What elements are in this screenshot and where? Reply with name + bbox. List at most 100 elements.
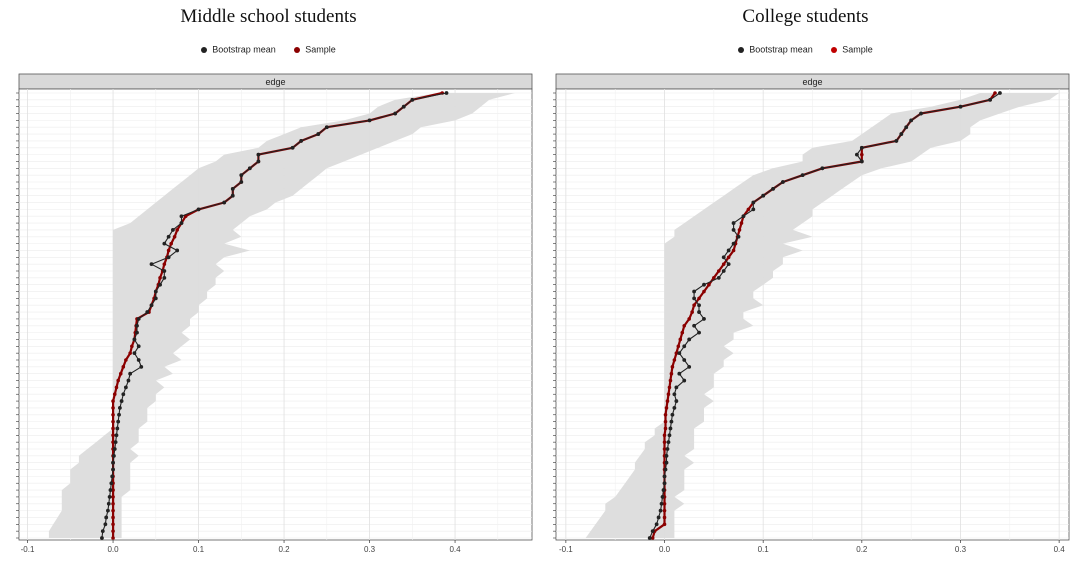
x-tick-label: 0.0 — [107, 545, 119, 554]
sample-series-point — [111, 529, 115, 533]
bootstrap-series-point — [136, 358, 141, 362]
legend-item-sample: Sample — [294, 44, 336, 55]
bootstrap-series-point — [664, 460, 669, 465]
sample-series-point — [662, 447, 667, 451]
bootstrap-series-point — [316, 132, 321, 136]
bootstrap-series-point — [367, 118, 372, 123]
legend-sample-marker — [831, 46, 838, 53]
legend-sample-label: Sample — [842, 44, 873, 55]
bootstrap-series-point — [230, 193, 235, 198]
bootstrap-series-point — [126, 378, 131, 383]
legend-bootstrap-label: Bootstrap mean — [749, 44, 813, 55]
bootstrap-series-point — [106, 501, 111, 506]
facet-strip-label: edge — [265, 77, 285, 87]
legend-item-sample: Sample — [831, 44, 873, 55]
sample-series-point — [721, 262, 726, 266]
bootstrap-series-point — [677, 371, 682, 376]
sample-series-point — [667, 385, 672, 390]
sample-series-point — [130, 344, 134, 349]
sample-series-point — [664, 406, 669, 410]
sample-series-point — [662, 501, 667, 506]
sample-series-point — [739, 221, 744, 225]
bootstrap-series-point — [290, 145, 295, 150]
sample-series-point — [111, 399, 115, 403]
sample-series-point — [175, 228, 179, 232]
sample-series-point — [746, 207, 751, 212]
x-tick-label: 0.1 — [758, 545, 770, 554]
sample-series-point — [663, 419, 668, 424]
bootstrap-series-point — [662, 474, 667, 479]
bootstrap-series-point — [135, 323, 139, 328]
bootstrap-series-point — [121, 392, 126, 397]
bootstrap-series-point — [162, 269, 167, 273]
bootstrap-series-point — [656, 515, 661, 520]
bootstrap-series-point — [109, 481, 114, 486]
bootstrap-series-point — [145, 310, 150, 314]
sample-series-point — [670, 365, 675, 369]
bootstrap-series-point — [410, 97, 415, 102]
bootstrap-ci-band — [48, 93, 515, 538]
bootstrap-series-point — [909, 118, 914, 123]
bootstrap-series-point — [672, 406, 677, 410]
bootstrap-series-point — [117, 406, 122, 410]
bootstrap-series-point — [256, 159, 261, 164]
x-tick-label: -0.1 — [559, 545, 573, 554]
bootstrap-series-point — [721, 269, 726, 273]
bootstrap-series-point — [682, 358, 687, 362]
chart-title: College students — [742, 6, 869, 27]
bootstrap-series-point — [687, 337, 692, 342]
bootstrap-series-point — [444, 91, 449, 95]
y-axis-ticks — [16, 92, 19, 539]
bootstrap-series-point — [751, 207, 756, 212]
sample-series-point — [692, 303, 696, 308]
x-axis: -0.1 0.0 0.1 0.2 0.3 0.4 — [559, 540, 1065, 554]
bootstrap-series-point — [820, 166, 825, 171]
bootstrap-series-point — [179, 214, 184, 219]
bootstrap-series-point — [123, 385, 128, 390]
sample-series-point — [118, 371, 123, 376]
x-tick-label: 0.1 — [193, 545, 205, 554]
legend: Bootstrap mean Sample — [537, 44, 1074, 55]
legend-item-bootstrap: Bootstrap mean — [201, 44, 276, 55]
sample-series-point — [662, 508, 667, 513]
bootstrap-series-point — [112, 447, 117, 451]
x-tick-label: 0.3 — [955, 545, 967, 554]
bootstrap-series-point — [230, 186, 235, 191]
sample-series-point — [162, 262, 167, 266]
chart-panel-college: College students Bootstrap mean Sample e… — [537, 0, 1074, 571]
bootstrap-series-point — [107, 495, 112, 499]
bootstrap-series-point — [697, 310, 701, 314]
sample-series-point — [158, 276, 162, 280]
sample-series-point — [111, 426, 115, 431]
bootstrap-series-point — [135, 330, 139, 335]
bootstrap-series-point — [299, 139, 304, 143]
bootstrap-series-point — [153, 289, 158, 294]
sample-series-point — [690, 310, 694, 314]
bootstrap-series-point — [919, 111, 923, 116]
sample-series-point — [111, 515, 115, 520]
bootstrap-series-point — [761, 193, 766, 198]
bootstrap-series-point — [132, 337, 137, 342]
sample-series-point — [665, 399, 670, 403]
bootstrap-series-point — [894, 139, 899, 143]
bootstrap-series-point — [854, 152, 859, 157]
sample-series-point — [731, 248, 736, 253]
bootstrap-series-point — [110, 474, 115, 479]
bootstrap-series-point — [692, 323, 697, 328]
bootstrap-series-point — [682, 344, 687, 349]
bootstrap-series-point — [113, 440, 118, 445]
chart-panel-middle-school: Middle school students Bootstrap mean Sa… — [16, 6, 533, 554]
legend-bootstrap-label: Bootstrap mean — [212, 44, 276, 55]
bootstrap-series-point — [136, 317, 141, 321]
sample-series-point — [860, 152, 864, 157]
bootstrap-series-point — [166, 255, 171, 260]
bootstrap-series-point — [239, 180, 244, 184]
bootstrap-series-point — [106, 508, 110, 513]
legend-bootstrap-marker — [738, 46, 745, 53]
sample-series-point — [707, 282, 711, 287]
bootstrap-series-point — [103, 522, 108, 527]
legend-sample-label: Sample — [305, 44, 336, 55]
sample-series-point — [737, 228, 742, 232]
bootstrap-series-point — [149, 303, 154, 308]
x-tick-label: 0.0 — [659, 545, 671, 554]
